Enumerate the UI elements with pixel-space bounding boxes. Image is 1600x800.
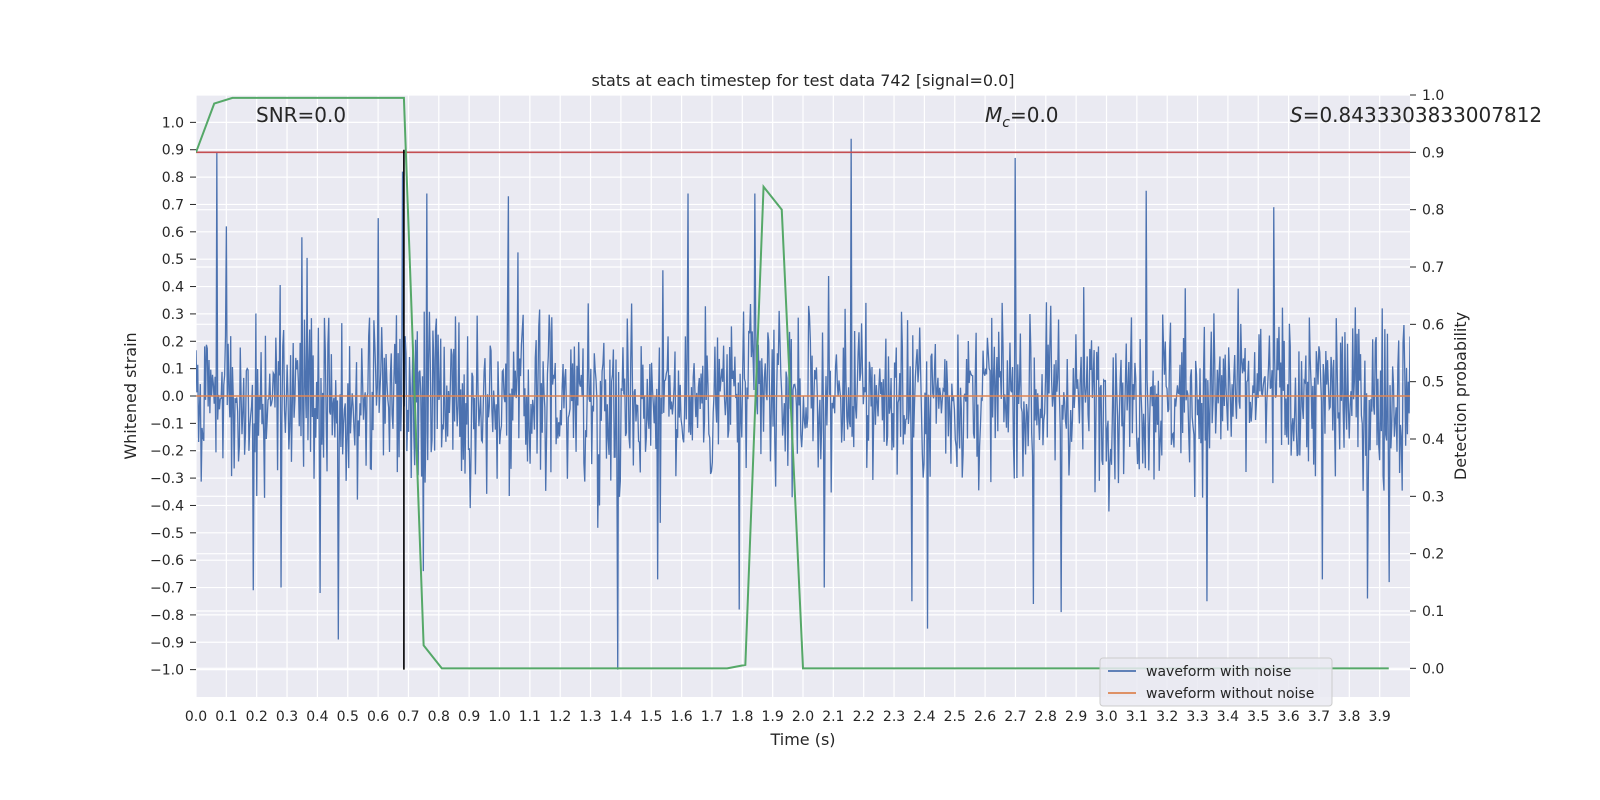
x-tick-label: 2.8 bbox=[1035, 709, 1057, 725]
y-tick-label: 0.4 bbox=[162, 280, 184, 296]
right-tick-label: 0.8 bbox=[1422, 203, 1444, 219]
x-tick-label: 3.4 bbox=[1217, 709, 1239, 725]
right-tick-label: 0.1 bbox=[1422, 604, 1444, 620]
y-tick-label: −0.3 bbox=[150, 471, 184, 487]
right-axis-label: Detection probability bbox=[1451, 312, 1470, 480]
x-tick-label: 3.9 bbox=[1369, 709, 1391, 725]
y-tick-label: −0.7 bbox=[150, 581, 184, 597]
chirp-mass-symbol: M bbox=[985, 103, 1002, 127]
chirp-mass-annotation: Mc=0.0 bbox=[985, 103, 1059, 131]
score-annotation: S=0.8433303833007812 bbox=[1290, 103, 1542, 127]
score-value: =0.8433303833007812 bbox=[1303, 103, 1542, 127]
right-axis-ticks: 1.0 0.9 0.8 0.7 0.6 0.5 0.4 0.3 0.2 0.1 0.0 bbox=[1410, 88, 1444, 677]
x-tick-label: 0.1 bbox=[215, 709, 237, 725]
y-tick-label: −0.8 bbox=[150, 608, 184, 624]
right-tick-label: 0.9 bbox=[1422, 145, 1444, 161]
right-tick-label: 0.2 bbox=[1422, 547, 1444, 563]
x-tick-label: 1.4 bbox=[610, 709, 632, 725]
right-tick-label: 0.4 bbox=[1422, 432, 1444, 448]
y-tick-label: 0.2 bbox=[162, 334, 184, 350]
x-tick-label: 3.7 bbox=[1308, 709, 1330, 725]
x-tick-label: 3.2 bbox=[1156, 709, 1178, 725]
x-tick-label: 0.0 bbox=[185, 709, 207, 725]
x-tick-label: 2.1 bbox=[822, 709, 844, 725]
y-tick-label: −0.2 bbox=[150, 444, 184, 460]
x-tick-label: 0.8 bbox=[428, 709, 450, 725]
x-tick-label: 1.7 bbox=[701, 709, 723, 725]
y-tick-label: 0.7 bbox=[162, 197, 184, 213]
x-tick-label: 2.9 bbox=[1065, 709, 1087, 725]
x-tick-label: 3.1 bbox=[1126, 709, 1148, 725]
x-tick-label: 1.3 bbox=[579, 709, 601, 725]
right-tick-label: 0.7 bbox=[1422, 260, 1444, 276]
y-tick-label: −0.5 bbox=[150, 526, 184, 542]
chirp-mass-subscript: c bbox=[1002, 115, 1010, 131]
x-tick-label: 0.7 bbox=[397, 709, 419, 725]
y-tick-label: −0.9 bbox=[150, 635, 184, 651]
y-tick-label: 0.5 bbox=[162, 252, 184, 268]
chirp-mass-value: =0.0 bbox=[1010, 103, 1059, 127]
y-tick-label: −0.1 bbox=[150, 416, 184, 432]
right-tick-label: 0.3 bbox=[1422, 489, 1444, 505]
x-tick-label: 1.1 bbox=[519, 709, 541, 725]
x-tick-label: 1.2 bbox=[549, 709, 571, 725]
x-tick-label: 2.0 bbox=[792, 709, 814, 725]
x-tick-label: 2.2 bbox=[853, 709, 875, 725]
y-tick-label: 0.9 bbox=[162, 143, 184, 159]
right-tick-label: 0.6 bbox=[1422, 317, 1444, 333]
x-tick-label: 0.4 bbox=[306, 709, 328, 725]
x-axis-ticks: 0.0 0.1 0.2 0.3 0.4 0.5 0.6 0.7 0.8 0.9 1.0 1.1 1.2 1… bbox=[185, 709, 1391, 725]
y-tick-label: −0.6 bbox=[150, 553, 184, 569]
x-tick-label: 0.9 bbox=[458, 709, 480, 725]
noisy-waveform-series bbox=[196, 138, 1410, 670]
x-tick-label: 1.6 bbox=[670, 709, 692, 725]
x-tick-label: 3.5 bbox=[1247, 709, 1269, 725]
x-tick-label: 0.5 bbox=[337, 709, 359, 725]
x-tick-label: 3.6 bbox=[1277, 709, 1299, 725]
legend-label-clean: waveform without noise bbox=[1146, 686, 1314, 702]
x-tick-label: 1.5 bbox=[640, 709, 662, 725]
score-symbol: S bbox=[1290, 103, 1303, 127]
legend-label-noisy: waveform with noise bbox=[1146, 664, 1291, 680]
y-axis-ticks: 1.0 0.9 0.8 0.7 0.6 0.5 0.4 0.3 0.2 0.1 0.0 −0.1 −0.… bbox=[150, 115, 196, 679]
x-tick-label: 3.8 bbox=[1338, 709, 1360, 725]
y-tick-label: 0.8 bbox=[162, 170, 184, 186]
legend: waveform with noise waveform without noi… bbox=[1099, 657, 1333, 707]
x-tick-label: 2.7 bbox=[1004, 709, 1026, 725]
legend-box bbox=[1099, 657, 1333, 707]
right-tick-label: 0.0 bbox=[1422, 661, 1444, 677]
x-tick-label: 2.3 bbox=[883, 709, 905, 725]
y-tick-label: 0.0 bbox=[162, 389, 184, 405]
x-tick-label: 3.3 bbox=[1186, 709, 1208, 725]
x-tick-label: 3.0 bbox=[1095, 709, 1117, 725]
y-tick-label: 1.0 bbox=[162, 115, 184, 131]
noisy-waveform-line bbox=[196, 138, 1410, 670]
x-tick-label: 1.0 bbox=[488, 709, 510, 725]
x-tick-label: 1.8 bbox=[731, 709, 753, 725]
x-tick-label: 0.2 bbox=[246, 709, 268, 725]
x-tick-label: 2.4 bbox=[913, 709, 935, 725]
snr-annotation: SNR=0.0 bbox=[256, 103, 346, 127]
y-tick-label: −0.4 bbox=[150, 498, 184, 514]
x-axis-label: Time (s) bbox=[769, 730, 835, 749]
x-tick-label: 1.9 bbox=[762, 709, 784, 725]
x-tick-label: 0.3 bbox=[276, 709, 298, 725]
y-axis-label: Whitened strain bbox=[121, 332, 140, 459]
y-tick-label: −1.0 bbox=[150, 663, 184, 679]
x-tick-label: 2.5 bbox=[944, 709, 966, 725]
y-tick-label: 0.3 bbox=[162, 307, 184, 323]
chart-title: stats at each timestep for test data 742… bbox=[591, 71, 1014, 90]
y-tick-label: 0.1 bbox=[162, 362, 184, 378]
right-tick-label: 1.0 bbox=[1422, 88, 1444, 104]
x-tick-label: 0.6 bbox=[367, 709, 389, 725]
x-tick-label: 2.6 bbox=[974, 709, 996, 725]
y-tick-label: 0.6 bbox=[162, 225, 184, 241]
right-tick-label: 0.5 bbox=[1422, 375, 1444, 391]
